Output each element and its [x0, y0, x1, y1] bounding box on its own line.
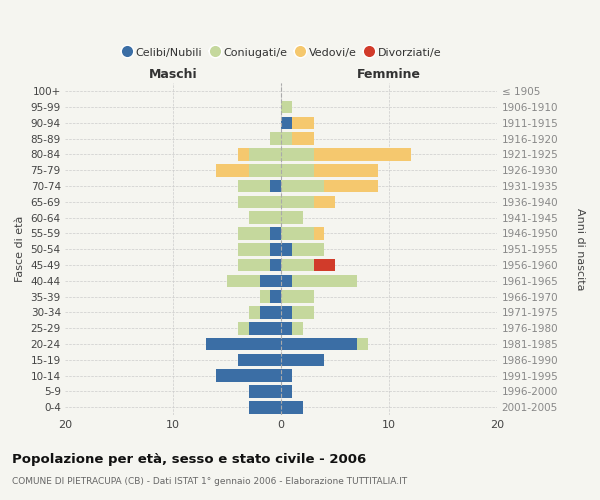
Bar — [249, 306, 260, 319]
Bar — [281, 212, 303, 224]
Bar — [292, 243, 325, 256]
Bar — [249, 164, 281, 176]
Bar — [292, 132, 314, 145]
Bar — [238, 354, 281, 366]
Bar — [281, 290, 314, 303]
Bar — [292, 274, 357, 287]
Bar — [314, 148, 411, 161]
Text: Popolazione per età, sesso e stato civile - 2006: Popolazione per età, sesso e stato civil… — [12, 452, 366, 466]
Bar — [238, 148, 249, 161]
Bar — [281, 164, 314, 176]
Bar — [281, 370, 292, 382]
Bar — [281, 354, 325, 366]
Bar — [271, 227, 281, 240]
Bar — [281, 148, 314, 161]
Bar — [314, 258, 335, 272]
Bar — [217, 164, 249, 176]
Bar — [314, 164, 379, 176]
Bar — [292, 306, 314, 319]
Bar — [217, 370, 281, 382]
Bar — [281, 306, 292, 319]
Bar — [238, 243, 271, 256]
Bar — [227, 274, 260, 287]
Bar — [238, 258, 271, 272]
Bar — [314, 196, 335, 208]
Text: Femmine: Femmine — [358, 68, 421, 81]
Bar — [281, 258, 314, 272]
Bar — [281, 385, 292, 398]
Text: Maschi: Maschi — [149, 68, 197, 81]
Bar — [260, 290, 271, 303]
Bar — [325, 180, 379, 192]
Bar — [238, 196, 281, 208]
Bar — [281, 100, 292, 114]
Bar — [281, 196, 314, 208]
Bar — [249, 401, 281, 413]
Bar — [271, 290, 281, 303]
Bar — [238, 322, 249, 334]
Y-axis label: Anni di nascita: Anni di nascita — [575, 208, 585, 290]
Bar — [238, 180, 271, 192]
Y-axis label: Fasce di età: Fasce di età — [15, 216, 25, 282]
Text: COMUNE DI PIETRACUPA (CB) - Dati ISTAT 1° gennaio 2006 - Elaborazione TUTTITALIA: COMUNE DI PIETRACUPA (CB) - Dati ISTAT 1… — [12, 478, 407, 486]
Bar — [281, 274, 292, 287]
Bar — [281, 243, 292, 256]
Bar — [314, 227, 325, 240]
Bar — [281, 116, 292, 129]
Bar — [260, 306, 281, 319]
Bar — [271, 258, 281, 272]
Bar — [281, 180, 325, 192]
Bar — [249, 148, 281, 161]
Bar — [357, 338, 368, 350]
Bar — [249, 212, 281, 224]
Bar — [206, 338, 281, 350]
Bar — [281, 338, 357, 350]
Bar — [281, 132, 292, 145]
Bar — [281, 227, 314, 240]
Bar — [271, 243, 281, 256]
Bar — [249, 322, 281, 334]
Bar — [281, 322, 292, 334]
Bar — [249, 385, 281, 398]
Bar — [292, 116, 314, 129]
Bar — [281, 401, 303, 413]
Bar — [271, 180, 281, 192]
Legend: Celibi/Nubili, Coniugati/e, Vedovi/e, Divorziati/e: Celibi/Nubili, Coniugati/e, Vedovi/e, Di… — [117, 42, 446, 62]
Bar — [292, 322, 303, 334]
Bar — [271, 132, 281, 145]
Bar — [238, 227, 271, 240]
Bar — [260, 274, 281, 287]
